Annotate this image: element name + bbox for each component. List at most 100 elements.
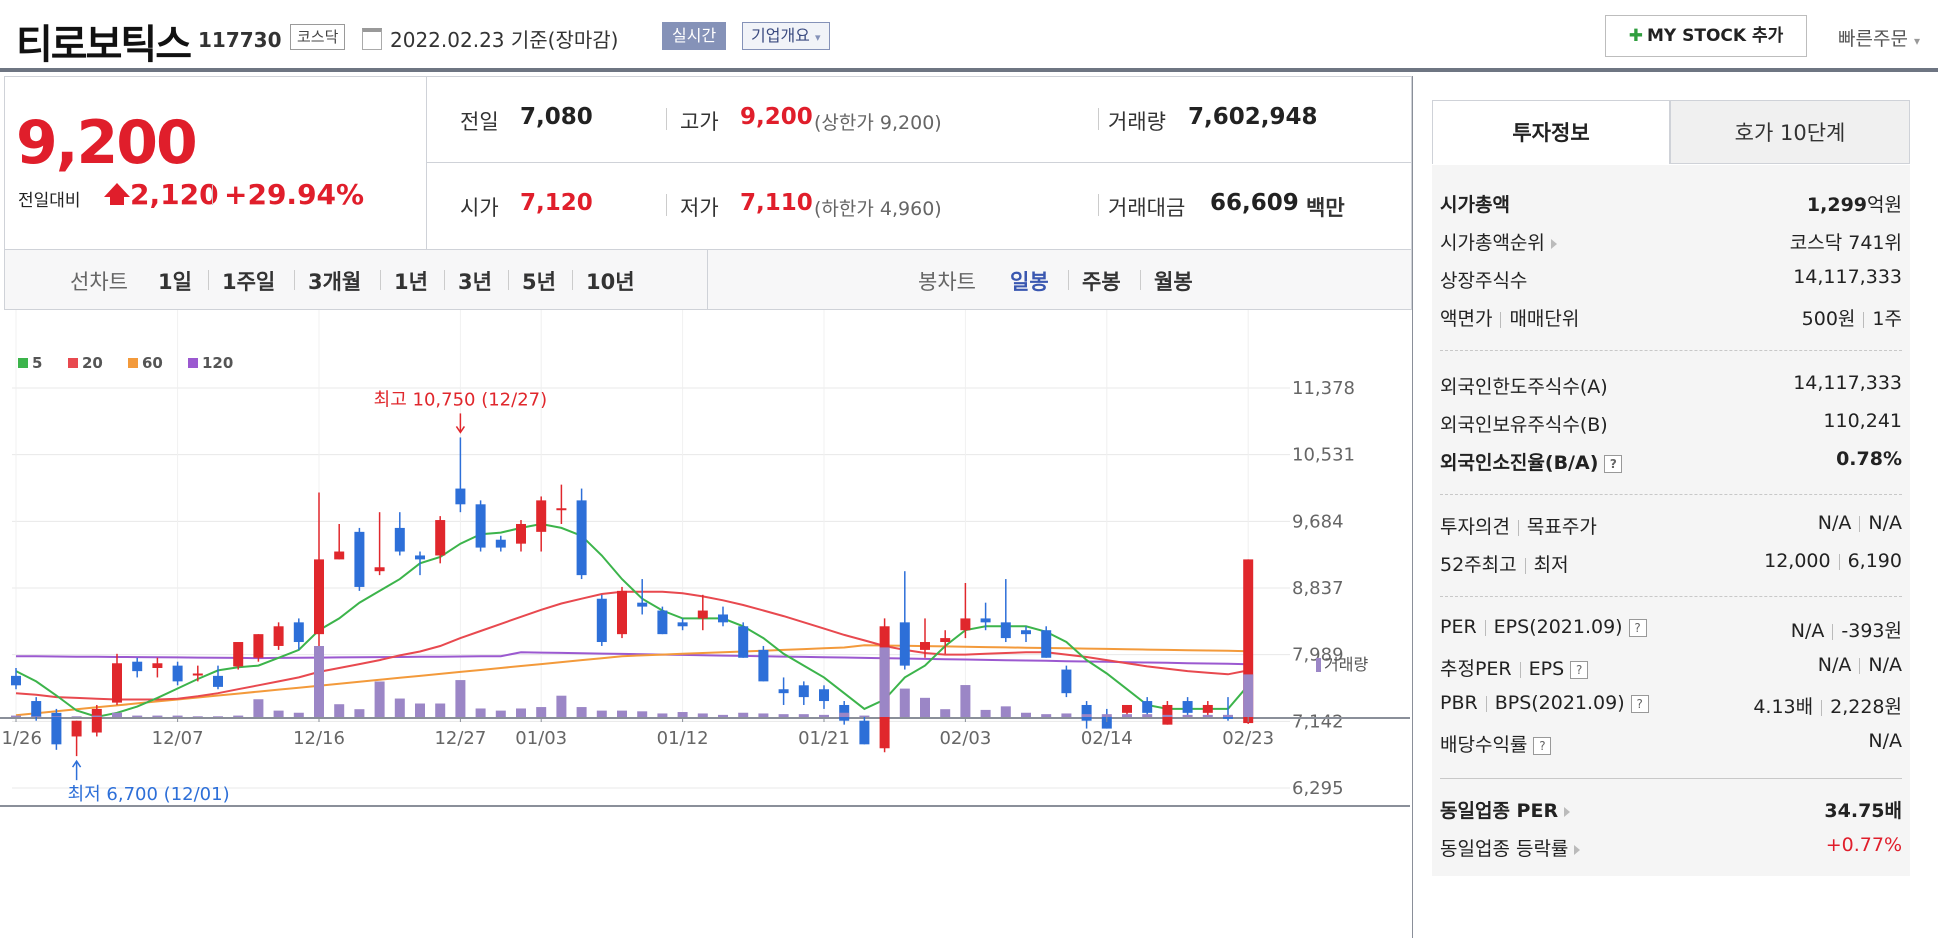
stock-code: 117730 — [198, 28, 282, 52]
volume-bar — [879, 647, 890, 717]
divider — [1068, 270, 1069, 290]
volume-bar — [1021, 712, 1031, 717]
y-tick-label: 6,295 — [1292, 778, 1344, 799]
candle-body — [1122, 704, 1132, 713]
realtime-button[interactable]: 실시간 — [662, 22, 727, 50]
x-tick-label: 01/12 — [657, 728, 709, 749]
tab-1week[interactable]: 1주일 — [222, 270, 276, 294]
opinion-row: 투자의견 목표주가 N/A N/A — [1440, 512, 1902, 546]
volume-bar — [940, 709, 951, 717]
divider — [1140, 270, 1141, 290]
per-value: N/A — [1790, 620, 1825, 642]
lower-limit: (하한가 4,960) — [814, 198, 942, 220]
divider — [426, 76, 427, 250]
trade-unit: 1주 — [1872, 308, 1902, 330]
foreign-limit-value: 14,117,333 — [1793, 372, 1902, 394]
help-icon[interactable]: ? — [1628, 618, 1647, 637]
chart-tab-bar — [4, 250, 1412, 310]
sector-change-label: 동일업종 등락률 — [1440, 838, 1569, 860]
volume-bar — [556, 695, 567, 717]
candle-body — [293, 622, 304, 643]
candle-body — [1182, 701, 1193, 713]
candle-body — [617, 590, 627, 635]
tab-daily[interactable]: 일봉 — [1010, 270, 1049, 294]
volume-bar — [475, 708, 486, 717]
per-label: PER — [1440, 616, 1477, 638]
divider — [380, 270, 381, 290]
company-overview-label: 기업개요 — [751, 26, 810, 45]
tab-3months[interactable]: 3개월 — [308, 270, 362, 294]
arrow-up-icon — [104, 183, 130, 197]
volume-bar — [455, 680, 466, 717]
upper-limit: (상한가 9,200) — [814, 112, 942, 134]
volume-bar — [71, 716, 82, 717]
chevron-down-icon: ▾ — [814, 31, 821, 44]
volume-bar — [576, 707, 587, 717]
low-annotation: 최저 6,700 (12/01) — [68, 784, 230, 805]
volume-bar — [152, 715, 163, 717]
candle-body — [455, 488, 466, 505]
divider — [426, 162, 1412, 163]
volume-bar — [495, 710, 506, 717]
tab-5years[interactable]: 5년 — [522, 270, 556, 294]
price-summary-box — [4, 76, 1412, 250]
candle-body — [152, 663, 163, 668]
bps-value: 2,228원 — [1830, 696, 1902, 718]
sector-per-label: 동일업종 PER — [1440, 800, 1559, 822]
high-arrow-head — [455, 426, 466, 434]
tab-1year[interactable]: 1년 — [394, 270, 428, 294]
volume-bar — [718, 714, 728, 717]
market-cap-rank-label: 시가총액순위 — [1440, 232, 1545, 254]
volume-bar — [1000, 706, 1011, 717]
candle-body — [233, 642, 244, 667]
high-annotation: 최고 10,750 (12/27) — [374, 389, 547, 410]
help-icon[interactable]: ? — [1570, 660, 1589, 679]
w52-low-label: 최저 — [1533, 554, 1569, 576]
candle-body — [91, 708, 102, 733]
tab-quote-10[interactable]: 호가 10단계 — [1670, 100, 1910, 164]
volume-label: 거래량 — [1108, 110, 1166, 134]
divider — [508, 270, 509, 290]
foreign-limit-row: 외국인한도주식수(A) 14,117,333 — [1440, 372, 1902, 406]
help-icon[interactable]: ? — [1630, 694, 1649, 713]
company-overview-dropdown[interactable]: 기업개요 ▾ — [742, 22, 830, 50]
candle-body — [273, 626, 284, 646]
tab-weekly[interactable]: 주봉 — [1082, 270, 1121, 294]
shares-value: 14,117,333 — [1793, 266, 1902, 288]
legend-swatch-120 — [188, 358, 198, 368]
candle-body — [1142, 701, 1153, 713]
candle-body — [1061, 669, 1072, 694]
foreign-hold-label: 외국인보유주식수(B) — [1440, 414, 1608, 436]
candle-body — [778, 689, 789, 694]
x-tick-label: 12/27 — [434, 728, 486, 749]
est-per-label: 추정PER — [1440, 658, 1512, 680]
est-per-row: 추정PER EPS? N/A N/A — [1440, 654, 1902, 688]
x-tick-label: 11/26 — [0, 728, 42, 749]
help-icon[interactable]: ? — [1604, 454, 1623, 473]
candle-body — [637, 602, 648, 607]
volume-bar — [758, 713, 769, 717]
quick-order-dropdown[interactable]: 빠른주문 ▾ — [1838, 24, 1920, 51]
target-label: 목표주가 — [1526, 516, 1597, 538]
sector-per-row[interactable]: 동일업종 PER 34.75배 — [1440, 796, 1902, 830]
tab-invest-info[interactable]: 투자정보 — [1432, 100, 1670, 164]
line-chart-label: 선차트 — [70, 270, 128, 294]
sector-change-row[interactable]: 동일업종 등락률 +0.77% — [1440, 834, 1902, 868]
tab-1day[interactable]: 1일 — [158, 270, 192, 294]
pbr-row: PBR BPS(2021.09)? 4.13배 2,228원 — [1440, 692, 1902, 726]
face-value-label: 액면가 — [1440, 308, 1493, 330]
add-my-stock-button[interactable]: ✚ MY STOCK 추가 — [1605, 15, 1807, 57]
volume-bar — [1223, 714, 1233, 717]
candle-body — [132, 661, 143, 672]
tab-10years[interactable]: 10년 — [586, 270, 635, 294]
candle-body — [394, 527, 405, 552]
help-icon[interactable]: ? — [1533, 736, 1552, 755]
volume-bar — [1162, 714, 1173, 717]
market-cap-rank-row[interactable]: 시가총액순위 코스닥 741위 — [1440, 228, 1902, 262]
candle-body — [819, 689, 829, 702]
quick-order-label: 빠른주문 — [1838, 28, 1908, 50]
open-label: 시가 — [460, 196, 499, 220]
tab-3years[interactable]: 3년 — [458, 270, 492, 294]
candle-body — [172, 665, 183, 682]
tab-monthly[interactable]: 월봉 — [1154, 270, 1193, 294]
